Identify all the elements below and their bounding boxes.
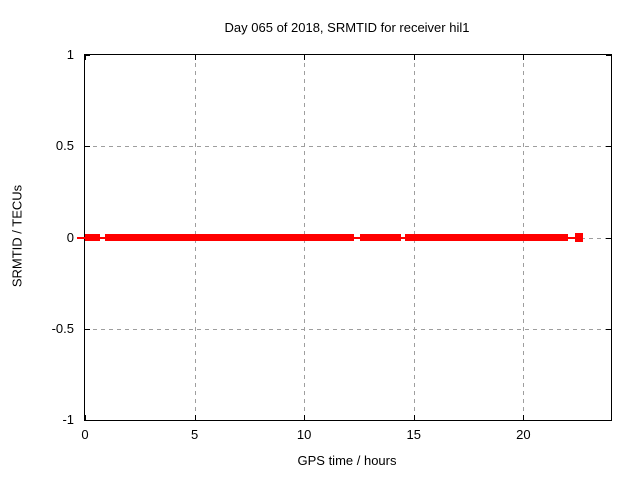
y-axis-label: SRMTID / TECUs (9, 184, 25, 288)
gridline-horizontal (85, 328, 611, 330)
series-thin-segment (353, 236, 360, 239)
gridline-horizontal (85, 146, 611, 148)
x-tick-label: 20 (516, 427, 531, 442)
y-tick-mark (85, 55, 90, 56)
y-tick-mark-right (606, 328, 611, 330)
series-thin-segment (100, 236, 105, 239)
y-tick-mark-right (606, 55, 611, 56)
chart-title: Day 065 of 2018, SRMTID for receiver hil… (224, 20, 470, 35)
x-tick-mark (413, 415, 415, 420)
y-tick-mark (85, 146, 90, 148)
x-tick-mark (304, 415, 306, 420)
x-tick-mark-top (413, 55, 415, 60)
y-tick-mark-right (606, 420, 611, 421)
x-tick-mark (523, 415, 525, 420)
series-thick-segment (575, 233, 584, 242)
x-tick-label: 15 (406, 427, 421, 442)
x-tick-mark (194, 415, 196, 420)
y-tick-mark (85, 328, 90, 330)
x-tick-mark-top (304, 55, 306, 60)
x-tick-mark-top (523, 55, 525, 60)
y-tick-label: 0 (66, 229, 74, 245)
series-thick-segment (359, 234, 401, 241)
x-tick-mark-top (194, 55, 196, 60)
y-tick-mark-right (606, 237, 611, 239)
y-tick-label: -0.5 (51, 320, 74, 336)
y-tick-label: 1 (66, 47, 74, 62)
y-tick-mark (85, 420, 90, 421)
series-thick-segment (85, 234, 101, 241)
series-thick-segment (404, 234, 569, 241)
y-tick-label: -1 (62, 412, 74, 427)
x-tick-mark (85, 415, 86, 420)
x-tick-label: 0 (81, 427, 89, 442)
x-tick-mark-top (85, 55, 86, 60)
series-thin-segment (77, 236, 85, 239)
series-thin-segment (568, 236, 576, 239)
x-tick-label: 10 (296, 427, 312, 442)
x-axis-label: GPS time / hours (297, 453, 397, 468)
series-thick-segment (104, 234, 354, 241)
x-tick-label: 5 (190, 427, 199, 442)
plot-area: 0 5 10 15 20 1 0.5 0 -0.5 -1 (52, 47, 612, 442)
y-tick-label: 0.5 (55, 138, 74, 154)
y-tick-mark-right (606, 146, 611, 148)
series-thin-segment (400, 236, 405, 239)
